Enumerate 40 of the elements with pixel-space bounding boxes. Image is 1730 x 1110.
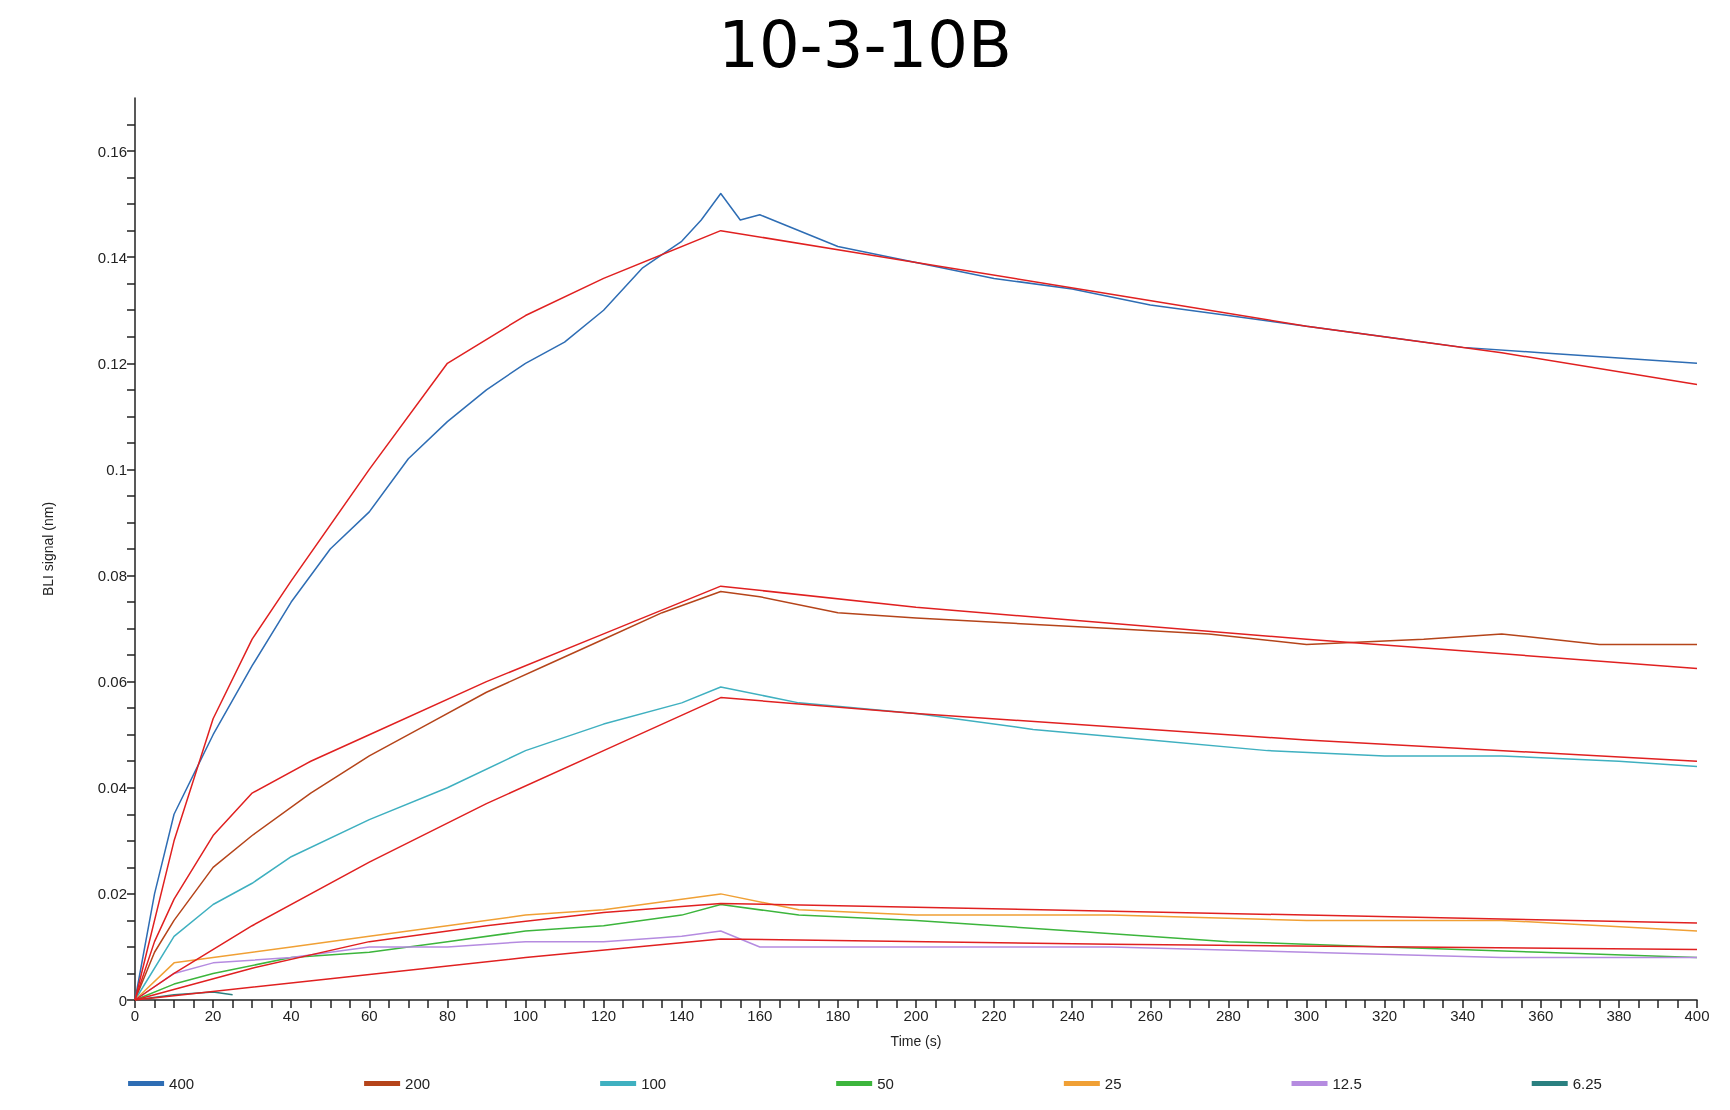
x-tick-label: 160 (747, 1007, 773, 1024)
legend-label: 200 (405, 1075, 431, 1092)
y-tick-label: 0 (118, 991, 127, 1009)
y-tick-label: 0.14 (97, 248, 127, 266)
y-tick-label: 0.16 (97, 142, 127, 160)
x-tick-label: 120 (591, 1007, 617, 1024)
y-tick-label: 0.12 (97, 354, 127, 372)
x-tick-label: 140 (669, 1007, 695, 1024)
x-tick-label: 180 (825, 1007, 851, 1024)
legend-label: 400 (169, 1075, 195, 1092)
x-tick-label: 20 (204, 1007, 222, 1024)
x-tick-label: 0 (130, 1007, 140, 1024)
x-tick-label: 380 (1606, 1007, 1632, 1024)
x-axis-title: Time (s) (890, 1033, 942, 1049)
legend-label: 6.25 (1572, 1075, 1602, 1092)
x-tick-label: 300 (1293, 1007, 1320, 1024)
x-tick-label: 320 (1372, 1007, 1398, 1024)
y-tick-label: 0.06 (97, 673, 127, 691)
legend-label: 12.5 (1332, 1075, 1362, 1092)
x-tick-label: 400 (1684, 1007, 1710, 1024)
x-tick-label: 340 (1450, 1007, 1476, 1024)
y-tick-label: 0.08 (97, 567, 127, 585)
chart-title: 10-3-10B (718, 8, 1012, 82)
x-tick-label: 200 (903, 1007, 929, 1024)
y-tick-label: 0.1 (106, 460, 127, 478)
x-tick-label: 220 (981, 1007, 1007, 1024)
y-tick-label: 0.02 (97, 885, 127, 903)
x-tick-label: 240 (1059, 1007, 1085, 1024)
legend-label: 50 (877, 1075, 894, 1092)
legend-label: 25 (1104, 1075, 1122, 1092)
x-tick-label: 60 (360, 1007, 378, 1024)
x-tick-label: 260 (1137, 1007, 1163, 1024)
x-tick-label: 80 (439, 1007, 456, 1024)
x-tick-label: 280 (1215, 1007, 1241, 1024)
x-tick-label: 40 (282, 1007, 300, 1024)
y-axis-title: BLI signal (nm) (40, 501, 56, 597)
y-tick-label: 0.04 (97, 779, 127, 797)
legend-label: 100 (641, 1075, 667, 1092)
x-tick-label: 100 (512, 1007, 539, 1024)
x-tick-label: 360 (1528, 1007, 1554, 1024)
